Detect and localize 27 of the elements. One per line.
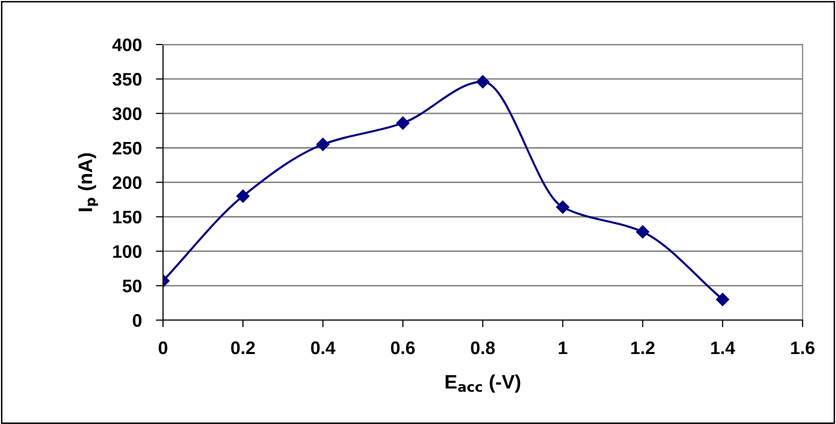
x-axis-title: E$_{acc}$ (-V) — [446, 374, 520, 393]
y-tick-label: 50 — [122, 280, 142, 292]
point — [236, 190, 250, 203]
x-tick-label: 0.8 — [470, 341, 495, 354]
x-tick-label: 1.4 — [711, 342, 736, 354]
point — [316, 138, 330, 152]
y-tick-label: 100 — [113, 245, 142, 258]
y-tick-label: 150 — [113, 210, 142, 224]
y-axis-title: I$_{p}$ (nA) — [78, 153, 98, 212]
y-tick-label: 400 — [112, 38, 142, 52]
y-tick-label: 0 — [132, 314, 142, 327]
x-tick-label: 1 — [558, 342, 568, 354]
point — [636, 225, 650, 239]
x-tick-label: 0.6 — [391, 341, 415, 354]
y-tick-label: 350 — [112, 72, 142, 86]
point — [396, 116, 410, 130]
x-tick-label: 0 — [158, 341, 168, 354]
point — [476, 75, 490, 88]
x-tick-label: 0.4 — [311, 341, 336, 354]
y-tick-label: 200 — [112, 176, 142, 190]
point — [556, 200, 570, 214]
x-tick-label: 1.2 — [631, 341, 655, 354]
y-tick-label: 300 — [112, 107, 142, 120]
x-tick-label: 0.2 — [231, 341, 255, 354]
y-tick-label: 250 — [112, 142, 142, 155]
x-tick-label: 1.6 — [791, 341, 814, 354]
point — [716, 292, 730, 306]
